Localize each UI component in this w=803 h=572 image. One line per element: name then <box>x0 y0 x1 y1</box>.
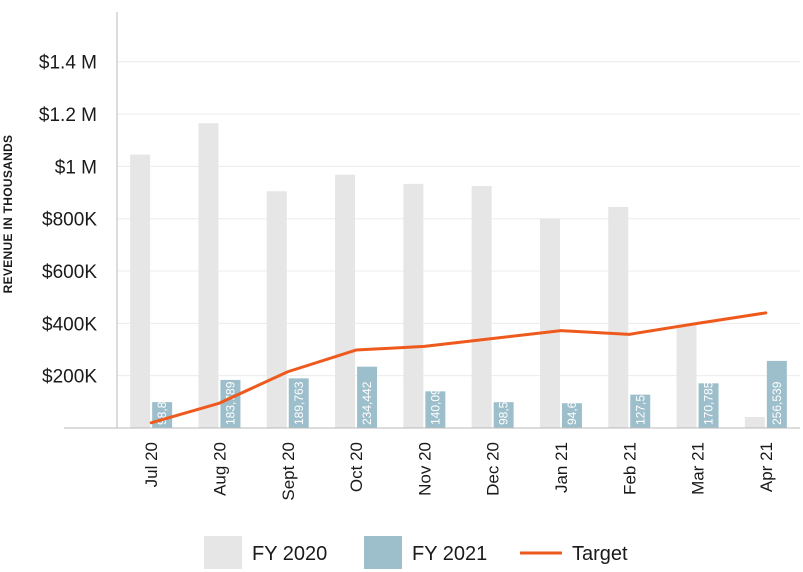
bars: 98,833 183,789 189,763 234,442 140,090 98,587… <box>130 123 787 429</box>
bar-fy2021 <box>493 402 514 428</box>
bar-fy2021 <box>630 394 651 428</box>
axes <box>64 12 800 429</box>
y-tick-label: $1.2 M <box>39 105 97 126</box>
legend-label: Target <box>572 543 628 565</box>
legend-label: FY 2021 <box>412 543 487 565</box>
y-tick-label: $800K <box>42 210 97 231</box>
bar-fy2020 <box>539 218 560 428</box>
x-tick-label: Jan 21 <box>552 442 571 493</box>
bar-fy2021 <box>561 403 582 428</box>
y-tick-labels: $200K $400K $600K $800K $1 M $1.2 M $1.4 M <box>39 53 97 388</box>
x-tick-label: Nov 20 <box>415 442 434 496</box>
y-tick-label: $200K <box>42 367 97 388</box>
data-label-fy2021: 256,539 <box>770 381 784 425</box>
target-series-line <box>149 311 768 425</box>
bar-fy2021 <box>425 391 446 428</box>
y-axis-label: REVENUE IN THOUSANDS <box>1 135 15 294</box>
bar-fy2020 <box>744 417 765 428</box>
data-label-fy2021: 170,785 <box>702 381 716 425</box>
bar-fy2021 <box>357 366 378 428</box>
x-tick-label: Apr 21 <box>757 442 776 492</box>
y-tick-label: $1 M <box>55 157 97 178</box>
x-tick-labels: Jul 20 Aug 20 Sept 20 Oct 20 Nov 20 Dec 20 Jan… <box>142 442 776 501</box>
target-line <box>149 311 768 425</box>
data-label-fy2021: 234,442 <box>360 381 374 425</box>
y-tick-label: $400K <box>42 314 97 335</box>
legend-label: FY 2020 <box>252 543 327 565</box>
data-label-fy2021: 140,090 <box>428 381 442 425</box>
bar-fy2020 <box>403 183 424 428</box>
bar-fy2020 <box>335 174 356 428</box>
bar-fy2020 <box>130 154 151 429</box>
bar-fy2021 <box>766 360 787 428</box>
data-label-fy2021: 189,763 <box>292 381 306 425</box>
legend-swatch <box>204 536 242 569</box>
legend-swatch <box>364 536 402 569</box>
data-label-fy2021: 127,509 <box>633 381 647 425</box>
data-label-fy2021: 94,657 <box>565 388 579 425</box>
x-tick-label: Oct 20 <box>347 442 366 492</box>
x-tick-label: Feb 21 <box>620 442 639 495</box>
x-tick-label: Mar 21 <box>689 442 708 495</box>
legend: FY 2020 FY 2021 Target <box>204 536 628 569</box>
bar-fy2020 <box>198 123 219 428</box>
x-tick-label: Sept 20 <box>279 442 298 501</box>
x-tick-label: Dec 20 <box>484 442 503 496</box>
bar-fy2020 <box>676 324 697 428</box>
bar-fy2021 <box>288 378 309 428</box>
x-tick-label: Aug 20 <box>210 442 229 496</box>
bar-fy2020 <box>608 206 629 428</box>
bar-fy2021 <box>698 383 719 428</box>
y-tick-label: $1.4 M <box>39 53 97 74</box>
x-tick-label: Jul 20 <box>142 442 161 487</box>
bar-fy2020 <box>471 185 492 428</box>
y-tick-label: $600K <box>42 262 97 283</box>
data-label-fy2021: 183,789 <box>223 381 237 425</box>
data-label-fy2021: 98,587 <box>497 388 511 425</box>
grid-lines <box>117 61 800 377</box>
bar-fy2020 <box>266 191 287 428</box>
data-label-fy2021: 98,833 <box>155 388 169 425</box>
bar-fy2021 <box>220 379 241 428</box>
